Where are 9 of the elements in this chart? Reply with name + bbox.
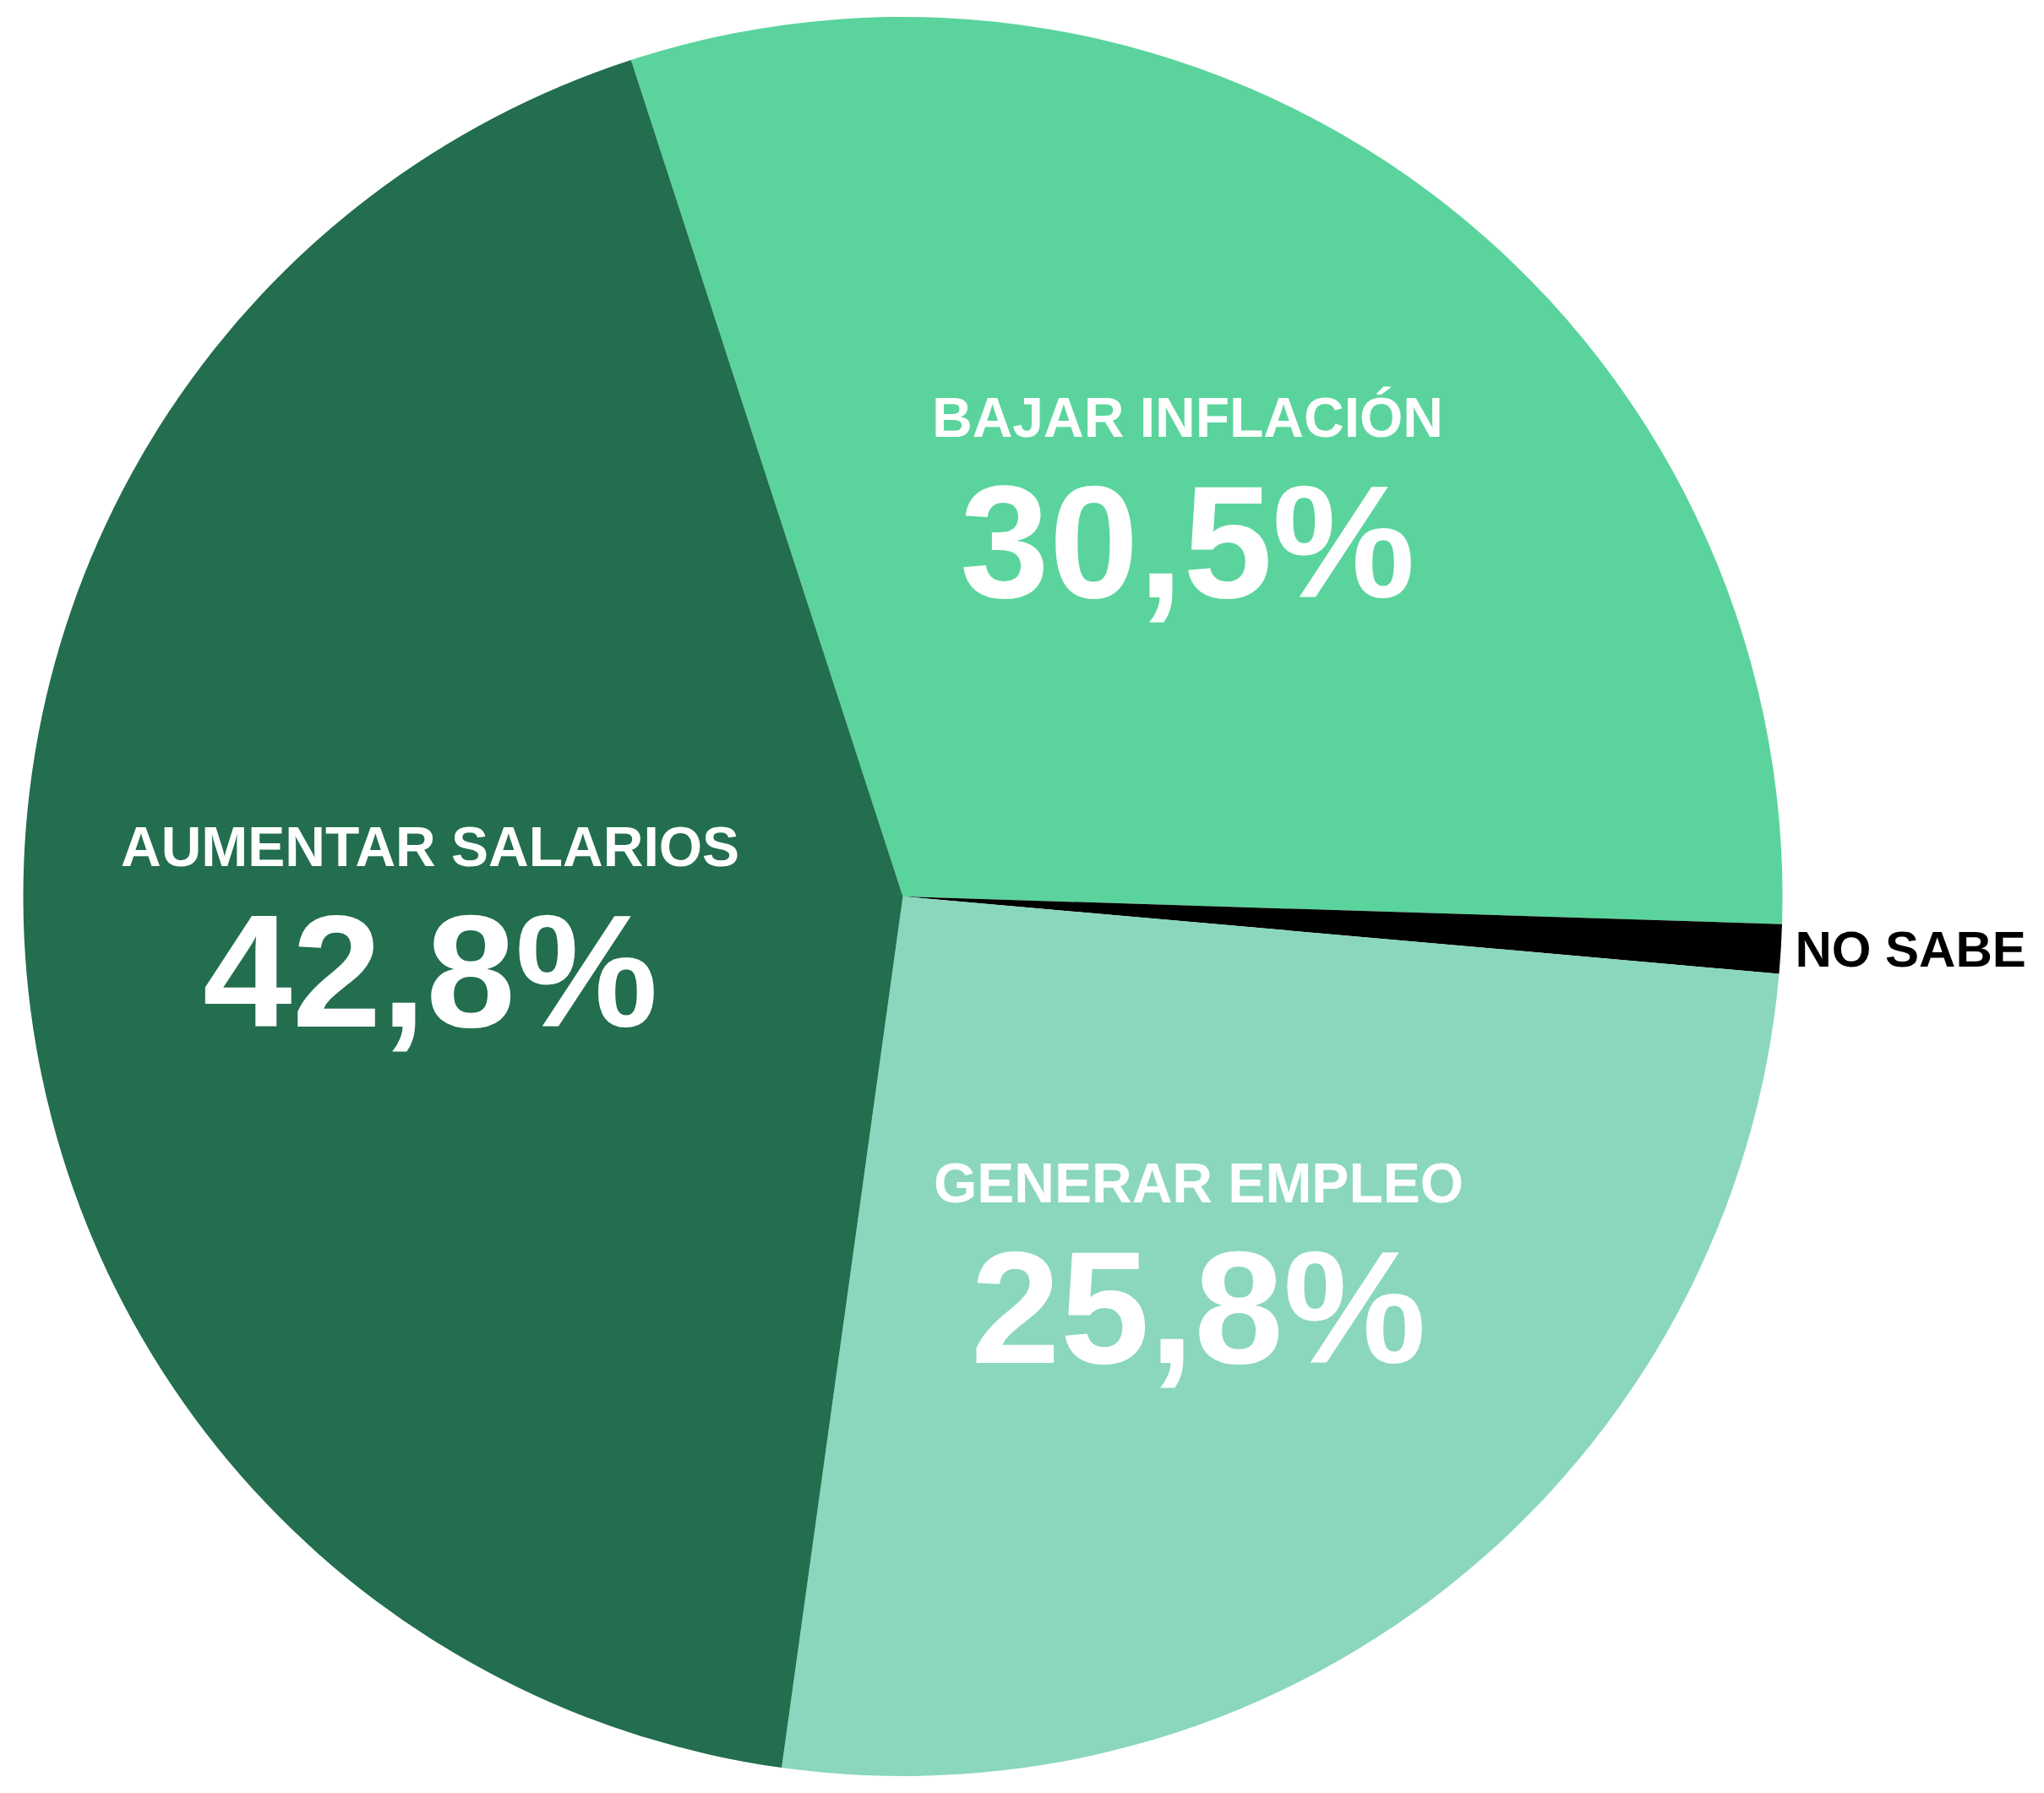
slice-label: NO SABE bbox=[1795, 920, 2026, 978]
slice-label: BAJAR INFLACIÓN bbox=[932, 386, 1443, 449]
pie-slice bbox=[23, 59, 903, 1768]
slice-label: AUMENTAR SALARIOS bbox=[121, 815, 740, 878]
pie-slice bbox=[782, 896, 1780, 1776]
data-label: 42,8% bbox=[203, 881, 658, 1060]
slice-label: GENERAR EMPLEO bbox=[934, 1152, 1464, 1214]
data-label: 30,5% bbox=[960, 452, 1415, 631]
data-label: 25,8% bbox=[971, 1218, 1426, 1397]
